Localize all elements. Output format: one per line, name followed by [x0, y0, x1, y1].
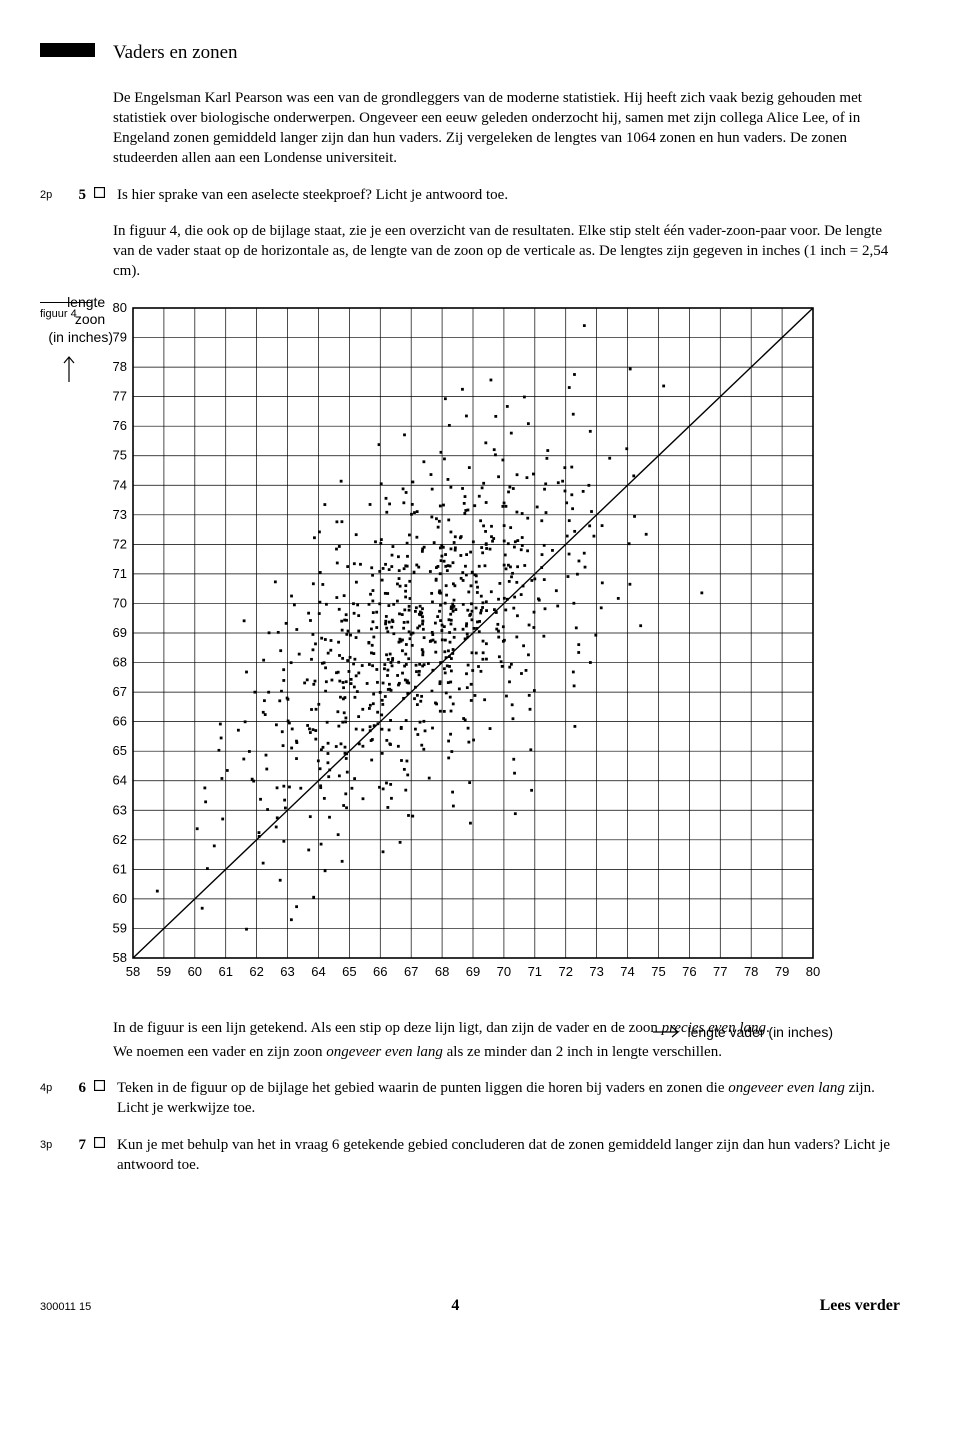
checkbox-icon — [90, 185, 117, 198]
y-axis-arrow-icon — [61, 354, 77, 384]
svg-text:73: 73 — [113, 506, 127, 521]
svg-text:67: 67 — [113, 684, 127, 699]
q7-text: Kun je met behulp van het in vraag 6 get… — [117, 1135, 900, 1176]
svg-text:68: 68 — [113, 654, 127, 669]
svg-text:59: 59 — [113, 920, 127, 935]
x-axis-arrow-icon — [651, 1026, 681, 1038]
q7-points: 3p — [40, 1135, 68, 1153]
page-number: 4 — [451, 1295, 459, 1317]
svg-text:78: 78 — [744, 964, 758, 979]
svg-text:80: 80 — [806, 964, 820, 979]
y-axis-label: lengte zoon (in inches) — [23, 294, 113, 347]
q6-number: 6 — [68, 1078, 90, 1098]
svg-text:66: 66 — [373, 964, 387, 979]
svg-text:76: 76 — [113, 418, 127, 433]
svg-text:70: 70 — [113, 595, 127, 610]
svg-text:79: 79 — [775, 964, 789, 979]
svg-text:70: 70 — [497, 964, 511, 979]
svg-text:71: 71 — [528, 964, 542, 979]
svg-text:78: 78 — [113, 359, 127, 374]
svg-text:77: 77 — [113, 388, 127, 403]
svg-text:75: 75 — [651, 964, 665, 979]
svg-text:58: 58 — [126, 964, 140, 979]
svg-text:64: 64 — [113, 772, 127, 787]
q5-text: Is hier sprake van een aselecte steekpro… — [117, 185, 900, 205]
svg-text:71: 71 — [113, 566, 127, 581]
header-blackbar — [40, 43, 95, 57]
svg-text:59: 59 — [157, 964, 171, 979]
approx-equal-paragraph: We noemen een vader en zijn zoon ongevee… — [113, 1042, 890, 1062]
svg-text:63: 63 — [280, 964, 294, 979]
svg-text:66: 66 — [113, 713, 127, 728]
svg-text:79: 79 — [113, 329, 127, 344]
svg-text:73: 73 — [589, 964, 603, 979]
svg-text:76: 76 — [682, 964, 696, 979]
svg-text:60: 60 — [188, 964, 202, 979]
q7-number: 7 — [68, 1135, 90, 1155]
svg-text:69: 69 — [113, 625, 127, 640]
svg-text:61: 61 — [218, 964, 232, 979]
svg-text:65: 65 — [342, 964, 356, 979]
svg-text:62: 62 — [249, 964, 263, 979]
svg-text:62: 62 — [113, 831, 127, 846]
svg-text:74: 74 — [620, 964, 634, 979]
page-title: Vaders en zonen — [113, 40, 238, 66]
svg-text:74: 74 — [113, 477, 127, 492]
svg-text:60: 60 — [113, 891, 127, 906]
svg-text:68: 68 — [435, 964, 449, 979]
checkbox-icon — [90, 1078, 117, 1091]
intro-paragraph: De Engelsman Karl Pearson was een van de… — [113, 88, 890, 169]
doc-id: 300011 15 — [40, 1300, 91, 1315]
svg-text:67: 67 — [404, 964, 418, 979]
scatter-chart: lengte zoon (in inches) 5859606162636465… — [113, 298, 833, 998]
svg-text:72: 72 — [113, 536, 127, 551]
svg-text:61: 61 — [113, 861, 127, 876]
q6-points: 4p — [40, 1078, 68, 1096]
svg-text:77: 77 — [713, 964, 727, 979]
svg-text:58: 58 — [113, 950, 127, 965]
svg-text:65: 65 — [113, 743, 127, 758]
figure-intro-paragraph: In figuur 4, die ook op de bijlage staat… — [113, 221, 890, 282]
x-axis-label: lengte vader (in inches) — [651, 1023, 833, 1042]
svg-text:72: 72 — [558, 964, 572, 979]
continue-label: Lees verder — [820, 1295, 900, 1317]
svg-text:63: 63 — [113, 802, 127, 817]
q5-points: 2p — [40, 185, 68, 203]
svg-text:64: 64 — [311, 964, 325, 979]
q5-number: 5 — [68, 185, 90, 205]
q6-text: Teken in de figuur op de bijlage het geb… — [117, 1078, 900, 1119]
svg-text:69: 69 — [466, 964, 480, 979]
svg-text:75: 75 — [113, 447, 127, 462]
svg-text:80: 80 — [113, 300, 127, 315]
checkbox-icon — [90, 1135, 117, 1148]
